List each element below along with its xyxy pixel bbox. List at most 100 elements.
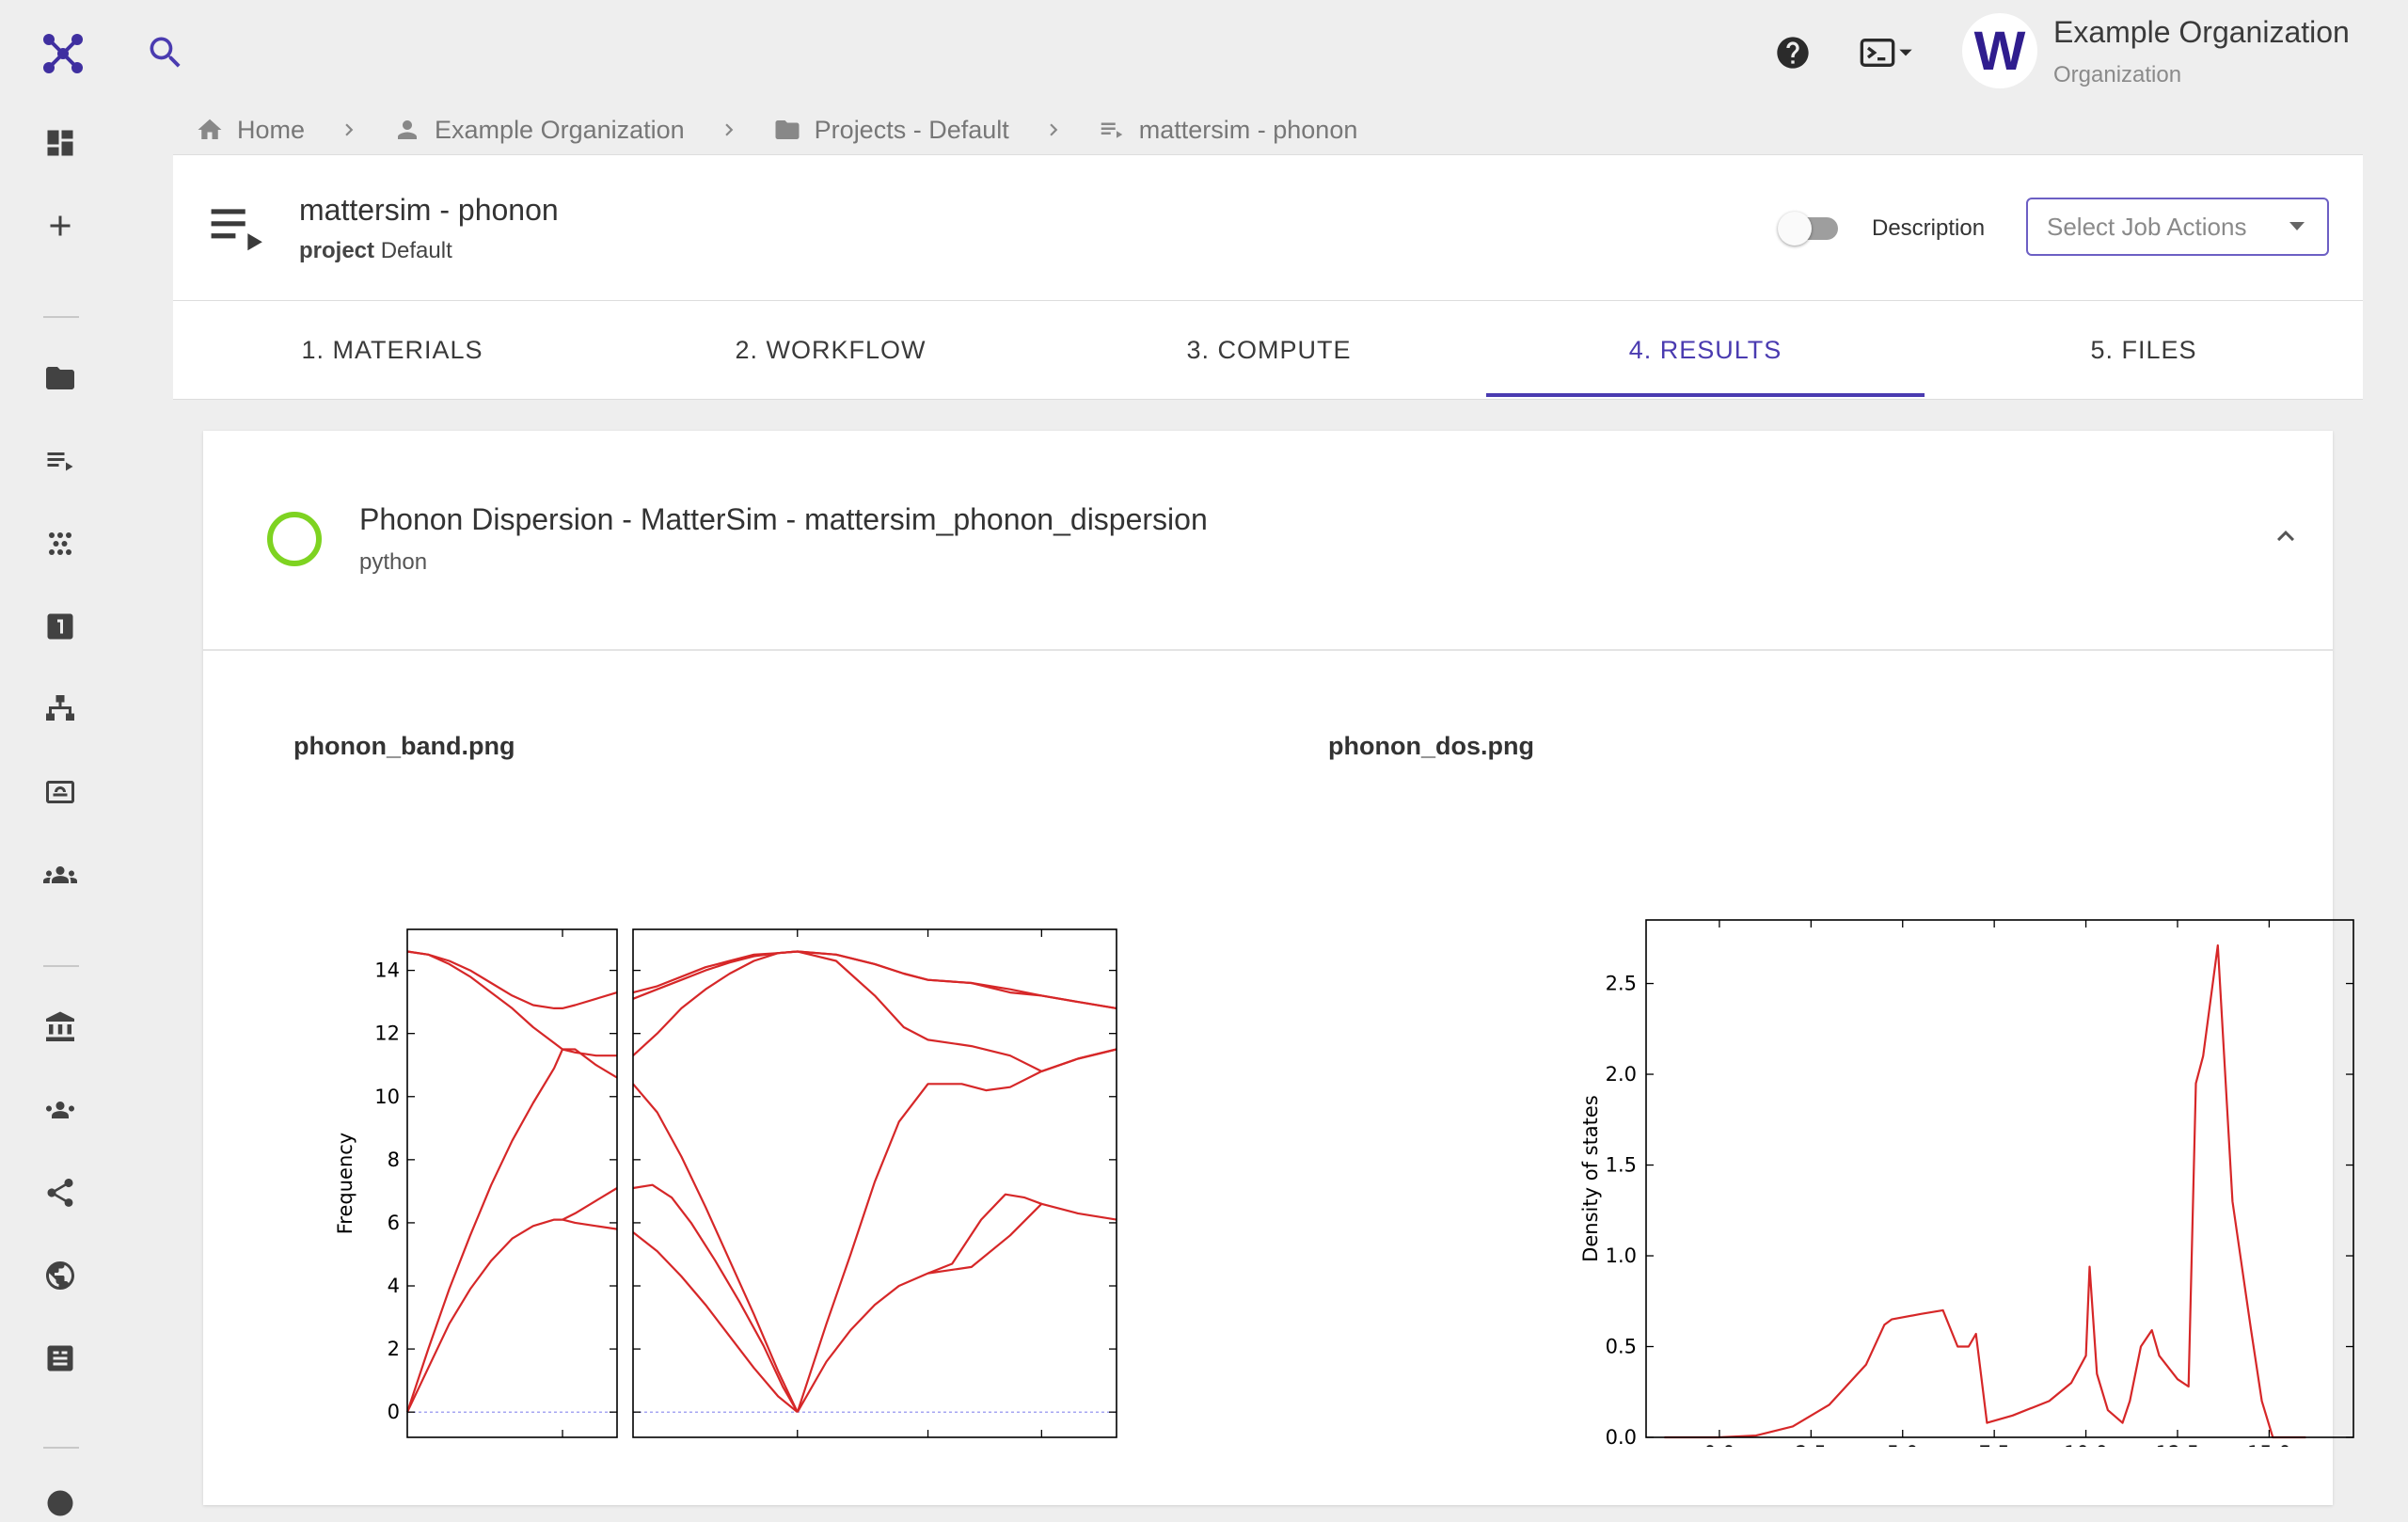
band-series-line	[632, 1231, 799, 1414]
chevron-right-icon	[1041, 118, 1066, 142]
properties-icon[interactable]	[41, 608, 79, 645]
team-icon[interactable]	[41, 856, 79, 894]
x-tick-label: 15.0	[2247, 1442, 2291, 1447]
description-label: Description	[1872, 215, 1986, 241]
materials-icon[interactable]	[41, 525, 79, 563]
y-axis-label: Density of states	[1579, 1095, 1602, 1262]
x-tick-label: K	[629, 1446, 643, 1447]
band-series-line	[405, 1048, 617, 1413]
breadcrumb-project[interactable]: Projects - Default	[773, 116, 1009, 145]
active-tab-indicator	[1486, 393, 1925, 397]
status-circle-icon	[267, 512, 322, 566]
org-avatar[interactable]: W	[1962, 13, 2037, 88]
search-icon[interactable]	[145, 32, 186, 73]
y-tick-label: 2.5	[1606, 973, 1637, 995]
jobs-icon[interactable]	[41, 442, 79, 480]
breadcrumb-label: Projects - Default	[814, 115, 1009, 144]
sidebar	[0, 105, 120, 1516]
plot-frame	[1645, 919, 2354, 1438]
band-series-line	[562, 1187, 618, 1221]
folder-icon[interactable]	[41, 359, 79, 397]
breadcrumb-job[interactable]: mattersim - phonon	[1098, 115, 1358, 145]
x-tick-label: X	[1110, 1446, 1123, 1447]
tab-materials[interactable]: 1. MATERIALS	[301, 335, 483, 364]
job-actions-select[interactable]: Select Job Actions	[2026, 198, 2329, 256]
job-project: project Default	[299, 238, 452, 264]
breadcrumb-home[interactable]: Home	[196, 116, 305, 145]
y-tick-label: 0.0	[1606, 1426, 1637, 1447]
job-actions-placeholder: Select Job Actions	[2047, 212, 2247, 241]
tab-workflow[interactable]: 2. WORKFLOW	[735, 335, 927, 364]
band-series-line	[797, 950, 1117, 1072]
y-tick-label: 2	[388, 1338, 400, 1360]
plot-frame	[406, 928, 618, 1438]
y-tick-label: 12	[374, 1023, 400, 1045]
y-tick-label: 4	[388, 1275, 400, 1297]
band-series-line	[632, 1183, 799, 1413]
band-series-line	[632, 950, 798, 1000]
description-toggle[interactable]	[1778, 212, 1838, 246]
top-bar: W Example Organization Organization	[0, 0, 2408, 105]
breadcrumb-label: Home	[237, 115, 306, 144]
result-card: Phonon Dispersion - MatterSim - mattersi…	[203, 431, 2354, 1505]
tab-files[interactable]: 5. FILES	[2090, 335, 2197, 364]
x-tick-label: 10.0	[2064, 1442, 2108, 1447]
chevron-right-icon	[717, 118, 741, 142]
news-icon[interactable]	[41, 1340, 79, 1377]
clusters-icon[interactable]	[41, 773, 79, 811]
groups-icon[interactable]	[41, 1091, 79, 1129]
job-title: mattersim - phonon	[299, 193, 559, 227]
dos-series-line	[1664, 943, 2306, 1439]
x-tick-label: U	[607, 1446, 621, 1447]
x-tick-label: 5.0	[1887, 1442, 1918, 1447]
org-subtitle: Organization	[2053, 62, 2182, 87]
dashboard-icon[interactable]	[41, 124, 79, 162]
y-tick-label: 1.5	[1606, 1154, 1637, 1177]
tab-results[interactable]: 4. RESULTS	[1628, 335, 1782, 364]
caret-down-icon	[2289, 222, 2305, 230]
phonon-band-chart: Γ X U 0 2 4 6 8 10 12 14 K Γ L W X Frequency	[334, 928, 1123, 1447]
share-icon[interactable]	[41, 1174, 79, 1212]
job-icon	[1101, 122, 1122, 138]
x-tick-label: 2.5	[1796, 1442, 1827, 1447]
band-series-line	[796, 1048, 1117, 1413]
y-tick-label: 14	[374, 959, 400, 982]
band-series-line	[927, 1193, 1042, 1275]
workflows-icon[interactable]	[41, 690, 79, 728]
image-filename: phonon_band.png	[293, 732, 515, 760]
globe-icon[interactable]	[41, 1257, 79, 1294]
help-icon[interactable]	[1774, 34, 1812, 71]
breadcrumb-label: mattersim - phonon	[1138, 115, 1358, 144]
folder-icon	[775, 120, 800, 139]
breadcrumb-label: Example Organization	[435, 115, 685, 144]
tab-compute[interactable]: 3. COMPUTE	[1186, 335, 1352, 364]
result-divider	[203, 649, 2333, 651]
add-icon[interactable]	[41, 207, 79, 245]
person-icon	[398, 120, 418, 139]
bank-icon[interactable]	[41, 1008, 79, 1046]
x-tick-label: X	[556, 1446, 569, 1447]
breadcrumb-organization[interactable]: Example Organization	[393, 116, 685, 145]
x-tick-label: Γ	[402, 1446, 413, 1447]
collapse-chevron-icon[interactable]	[2269, 519, 2303, 553]
band-series-line	[406, 950, 618, 1009]
y-tick-label: 6	[388, 1212, 400, 1234]
y-tick-label: 10	[374, 1086, 400, 1108]
x-tick-label: W	[1032, 1446, 1052, 1447]
x-tick-label: 7.5	[1978, 1442, 2009, 1447]
result-title: Phonon Dispersion - MatterSim - mattersi…	[359, 502, 1208, 536]
support-icon[interactable]	[41, 1484, 79, 1522]
avatar-letter: W	[1973, 20, 2026, 82]
y-tick-label: 2.0	[1606, 1063, 1637, 1086]
band-series-line	[796, 1202, 1117, 1413]
x-tick-label: Γ	[792, 1446, 803, 1447]
y-tick-label: 1.0	[1606, 1245, 1637, 1267]
x-tick-label: 12.5	[2156, 1442, 2200, 1447]
app-logo[interactable]	[41, 32, 85, 75]
home-icon	[198, 119, 222, 139]
org-name[interactable]: Example Organization	[2053, 15, 2350, 49]
terminal-menu-icon[interactable]	[1859, 34, 1915, 71]
band-series-line	[406, 1218, 618, 1413]
y-tick-label: 0	[388, 1401, 400, 1423]
sidebar-divider	[43, 1447, 79, 1449]
